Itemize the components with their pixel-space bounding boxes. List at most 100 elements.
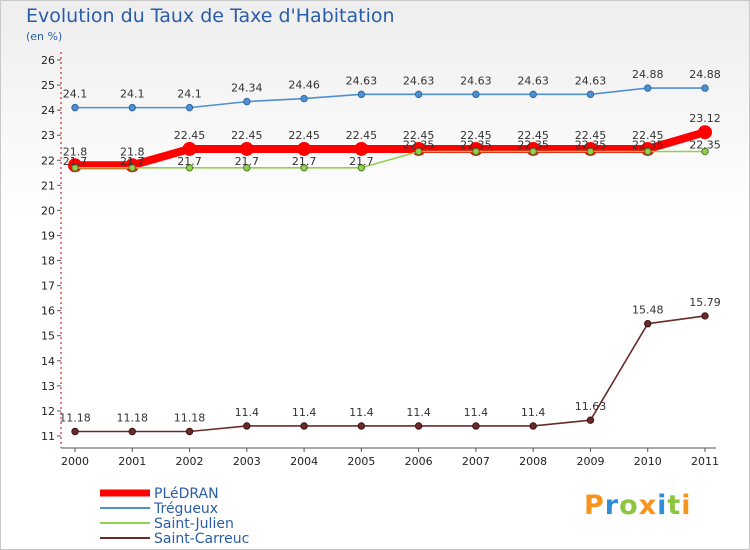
data-label: 11.4 (464, 406, 489, 419)
data-point (644, 320, 652, 328)
y-tick-label: 18 (41, 255, 55, 268)
data-label: 24.63 (517, 74, 549, 87)
data-label: 24.88 (689, 68, 721, 81)
data-label: 15.48 (632, 304, 664, 317)
data-point (71, 103, 79, 112)
data-label: 11.63 (575, 400, 607, 413)
data-point (243, 164, 251, 172)
legend-label: Saint-Carreuc (154, 531, 249, 547)
data-point (300, 164, 308, 172)
data-point (357, 90, 366, 99)
series-line (75, 315, 706, 433)
data-point (354, 141, 369, 156)
y-tick-label: 16 (41, 305, 55, 318)
y-tick-label: 13 (41, 380, 55, 393)
data-label: 21.8 (63, 145, 88, 158)
data-point (472, 90, 480, 99)
x-tick-label: 2009 (576, 455, 604, 468)
data-label: 22.45 (174, 129, 206, 142)
data-point (472, 147, 480, 156)
data-point (529, 90, 537, 99)
data-point (182, 141, 197, 156)
y-tick-label: 25 (41, 79, 55, 92)
y-tick-label: 20 (41, 204, 55, 217)
data-point (357, 164, 366, 172)
data-point (701, 312, 709, 320)
logo-letter: x (638, 490, 658, 521)
chart-title: Evolution du Taux de Taxe d'Habitation (26, 5, 395, 27)
data-point (300, 94, 308, 103)
data-point (414, 90, 423, 99)
data-point (243, 422, 251, 430)
data-point (644, 84, 652, 92)
data-label: 21.7 (177, 155, 202, 168)
data-label: 24.34 (231, 82, 263, 95)
data-point (701, 147, 709, 156)
data-label: 11.4 (292, 406, 317, 419)
data-label: 22.35 (575, 138, 607, 151)
data-label: 24.46 (288, 79, 320, 92)
data-label: 24.63 (575, 74, 607, 87)
data-point (586, 147, 595, 156)
data-label: 22.45 (403, 129, 435, 142)
data-point (128, 427, 136, 436)
x-tick-label: 2003 (233, 455, 261, 468)
data-label: 22.45 (517, 129, 549, 142)
x-tick-label: 2007 (462, 455, 490, 468)
x-tick-label: 2002 (176, 455, 204, 468)
data-point (239, 141, 254, 156)
data-point (297, 141, 312, 156)
data-label: 22.35 (403, 138, 435, 151)
data-label: 22.45 (575, 129, 607, 142)
x-tick-label: 2000 (61, 455, 89, 468)
data-point (128, 164, 136, 172)
series-line (75, 150, 705, 169)
data-point (71, 164, 79, 172)
chart-unit-label: (en %) (26, 30, 63, 43)
data-label: 21.7 (292, 155, 317, 168)
data-label: 21.7 (349, 155, 374, 168)
series-line (75, 128, 707, 170)
y-tick-label: 15 (41, 330, 55, 343)
legend-label: PLéDRAN (154, 486, 219, 502)
data-label: 11.18 (117, 411, 149, 424)
series-line (75, 87, 705, 109)
data-label: 22.45 (346, 129, 378, 142)
data-point (701, 84, 709, 92)
data-point (586, 90, 595, 99)
y-tick-label: 23 (41, 129, 55, 142)
y-tick-label: 21 (41, 179, 55, 192)
data-label: 24.1 (177, 88, 202, 101)
data-label: 11.18 (174, 411, 206, 424)
proxiti-logo: Proxiti (584, 490, 692, 521)
y-tick-label: 12 (41, 405, 55, 418)
data-point (529, 147, 537, 156)
x-tick-label: 2008 (519, 455, 547, 468)
y-tick-label: 24 (41, 104, 55, 117)
data-label: 11.4 (521, 406, 546, 419)
x-tick-label: 2010 (634, 455, 662, 468)
data-labels: 21.8 21.822.45 22.45 22.45 22.45 22.45 22.45 22… (59, 68, 721, 424)
data-point (472, 422, 480, 430)
data-label: 24.1 (63, 88, 88, 101)
data-label: 21.7 (120, 155, 145, 168)
y-tick-label: 26 (41, 54, 55, 67)
data-point (586, 416, 595, 424)
chart-axes: 11 12 13 14 15 16 17 18 19 20 21 22 23 24 25 26 2000 2001… (41, 52, 719, 468)
data-point (300, 422, 308, 430)
x-tick-label: 2004 (290, 455, 318, 468)
data-point (243, 97, 251, 106)
y-tick-label: 22 (41, 154, 55, 167)
y-tick-label: 14 (41, 355, 55, 368)
data-label: 22.45 (460, 129, 492, 142)
x-tick-label: 2001 (118, 455, 146, 468)
data-point (185, 103, 194, 112)
data-label: 22.45 (288, 129, 320, 142)
data-point (414, 147, 423, 156)
legend-label: Trégueux (153, 501, 218, 517)
y-tick-label: 11 (41, 430, 55, 443)
data-label: 15.79 (689, 296, 721, 309)
data-label: 11.4 (349, 406, 374, 419)
